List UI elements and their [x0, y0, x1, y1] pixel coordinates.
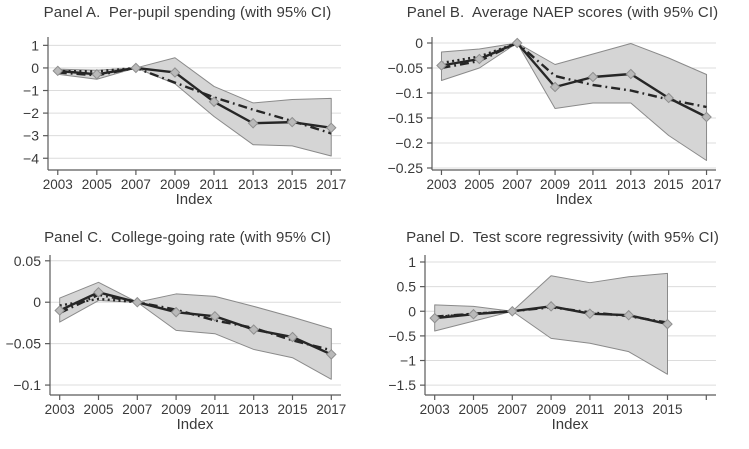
ci-band: [434, 272, 668, 375]
diamond-markers: [429, 301, 673, 330]
ci-band: [57, 57, 332, 157]
x-tick-label: 2013: [238, 177, 268, 192]
y-tick-label: −0.5: [388, 328, 416, 344]
diamond-markers: [436, 37, 712, 123]
series-point-estimate: [59, 291, 332, 356]
panel-a-title: Panel A. Per-pupil spending (with 95% CI…: [43, 4, 332, 21]
series-point-estimate: [57, 66, 332, 129]
x-tick-label: 2011: [575, 402, 604, 417]
x-tick-label: 2007: [121, 177, 151, 192]
y-tick-label: −1: [23, 83, 39, 99]
panel-b: Panel B. Average NAEP scores (with 95% C…: [375, 0, 749, 225]
panel-c-xlabel: Index: [176, 416, 214, 433]
y-tick-label: −0.1: [395, 85, 423, 101]
x-tick-label: 2009: [161, 402, 191, 417]
y-tick-label: −0.05: [388, 60, 424, 76]
panel-d-chart: 1 0.5 0 −0.5 −1 −1.5 2003 2005 2007 2009 2011 2013 2…: [388, 254, 716, 417]
x-tick-label: 2011: [200, 177, 229, 192]
panel-c-chart: 0.05 0 −0.05 −0.1 2003 2005 2007 2009 2011 2013 20…: [6, 253, 347, 417]
x-tick-label: 2015: [277, 177, 307, 192]
x-tick-label: 2009: [160, 177, 190, 192]
x-tick-label: 2003: [426, 177, 456, 192]
panel-b-title: Panel B. Average NAEP scores (with 95% C…: [406, 4, 719, 21]
x-tick-label: 2015: [277, 402, 307, 417]
x-tick-label: 2009: [536, 402, 566, 417]
series-alternative-estimate: [441, 41, 707, 109]
x-tick-label: 2003: [420, 402, 450, 417]
axes: 1 0.5 0 −0.5 −1 −1.5 2003 2005 2007 2009 2011 2013 2…: [388, 254, 716, 417]
x-tick-label: 2009: [540, 177, 570, 192]
y-tick-label: −1.5: [388, 377, 416, 393]
diamond-markers: [54, 286, 337, 360]
y-tick-label: −2: [23, 105, 39, 121]
axes: 1 0 −1 −2 −3 −4 2003 2005 2007 2009 2011 2013 2015 20…: [23, 37, 346, 192]
x-tick-label: 2017: [316, 177, 346, 192]
y-tick-label: −0.25: [388, 160, 424, 176]
x-tick-label: 2011: [578, 177, 607, 192]
x-tick-label: 2013: [616, 177, 646, 192]
panel-c: Panel C. College-going rate (with 95% CI…: [0, 225, 375, 449]
x-tick-label: 2013: [614, 402, 644, 417]
y-tick-label: −1: [400, 353, 416, 369]
x-tick-label: 2003: [43, 177, 73, 192]
y-tick-label: 1: [31, 37, 39, 53]
panel-d-title: Panel D. Test score regressivity (with 9…: [406, 229, 719, 246]
x-tick-label: 2005: [83, 402, 113, 417]
panel-a-chart: 1 0 −1 −2 −3 −4 2003 2005 2007 2009 2011 2013 2015 20…: [23, 37, 346, 192]
panel-c-title: Panel C. College-going rate (with 95% CI…: [44, 229, 331, 246]
panel-d-xlabel: Index: [551, 416, 589, 433]
panel-a-xlabel: Index: [175, 191, 213, 208]
panel-b-xlabel: Index: [555, 191, 593, 208]
panel-d: Panel D. Test score regressivity (with 9…: [375, 225, 749, 449]
x-tick-label: 2017: [316, 402, 346, 417]
x-tick-label: 2005: [458, 402, 488, 417]
x-tick-label: 2011: [200, 402, 229, 417]
x-tick-label: 2013: [239, 402, 269, 417]
y-tick-label: 0: [33, 294, 41, 310]
axes: 0.05 0 −0.05 −0.1 2003 2005 2007 2009 2011 2013 20…: [6, 253, 347, 417]
y-tick-label: 0: [31, 60, 39, 76]
x-tick-label: 2005: [82, 177, 112, 192]
y-tick-label: −0.15: [388, 110, 424, 126]
series-point-estimate: [441, 41, 708, 119]
x-tick-label: 2007: [497, 402, 527, 417]
series-pre-period-fit: [59, 297, 138, 307]
x-tick-label: 2015: [654, 177, 684, 192]
x-tick-label: 2015: [652, 402, 682, 417]
ci-band: [440, 42, 708, 161]
y-tick-label: 1: [408, 254, 416, 270]
y-tick-label: −3: [23, 128, 39, 144]
x-tick-label: 2007: [502, 177, 532, 192]
y-tick-label: −0.2: [395, 135, 423, 151]
x-tick-label: 2005: [464, 177, 494, 192]
x-tick-label: 2007: [122, 402, 152, 417]
x-tick-label: 2003: [45, 402, 75, 417]
x-tick-label: 2017: [692, 177, 722, 192]
diamond-markers: [52, 62, 337, 134]
y-tick-label: −0.1: [13, 377, 41, 393]
y-tick-label: 0: [415, 35, 423, 51]
y-tick-label: 0.5: [397, 279, 417, 295]
y-tick-label: 0.05: [14, 253, 41, 269]
y-tick-label: −4: [23, 150, 39, 166]
panel-a: Panel A. Per-pupil spending (with 95% CI…: [0, 0, 375, 225]
ci-band: [59, 281, 332, 380]
y-tick-label: 0: [408, 303, 416, 319]
y-tick-label: −0.05: [6, 336, 42, 352]
